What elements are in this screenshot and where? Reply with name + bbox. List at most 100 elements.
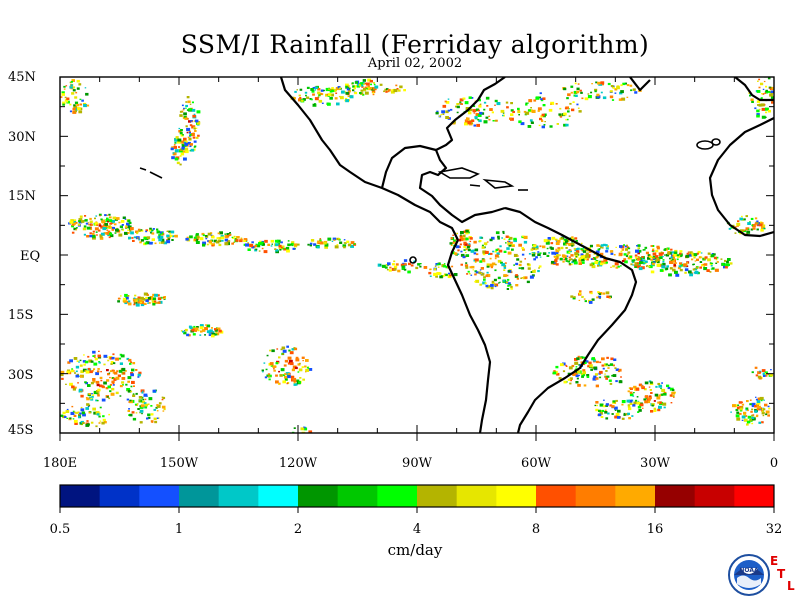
rain-pixel <box>134 299 138 302</box>
rain-pixel <box>78 83 82 86</box>
rain-pixel <box>662 259 665 261</box>
rain-pixel <box>460 231 464 234</box>
rain-pixel <box>652 257 655 259</box>
rain-pixel <box>620 84 623 87</box>
rain-pixel <box>107 359 110 362</box>
rain-pixel <box>531 252 534 254</box>
rain-pixel <box>650 245 653 247</box>
rain-pixel <box>548 252 551 254</box>
rain-pixel <box>507 284 510 287</box>
rain-pixel <box>100 371 102 373</box>
rain-pixel <box>570 379 572 382</box>
rain-pixel <box>451 265 454 268</box>
rain-pixel <box>647 398 651 401</box>
rain-pixel <box>69 359 73 363</box>
rain-pixel <box>754 410 758 413</box>
rain-pixel <box>207 232 212 236</box>
rain-pixel <box>106 379 110 382</box>
rain-pixel <box>98 224 102 227</box>
rain-pixel <box>515 274 518 277</box>
rain-pixel <box>745 415 748 417</box>
rain-pixel <box>293 427 296 429</box>
rain-pixel <box>439 275 443 279</box>
rain-pixel <box>101 385 104 388</box>
rain-pixel <box>118 357 122 360</box>
rain-pixel <box>429 268 432 271</box>
rain-pixel <box>78 375 80 377</box>
rain-pixel <box>186 96 190 99</box>
rain-pixel <box>612 86 615 89</box>
rain-pixel <box>576 103 579 106</box>
rain-pixel <box>78 220 81 223</box>
rain-pixel <box>676 254 680 257</box>
rain-pixel <box>668 273 672 277</box>
rain-pixel <box>754 217 758 220</box>
rain-pixel <box>557 247 560 250</box>
rain-pixel <box>339 241 343 244</box>
rain-pixel <box>477 118 480 121</box>
rain-pixel <box>579 357 583 360</box>
rain-pixel <box>367 87 371 91</box>
rain-pixel <box>132 239 135 242</box>
rain-pixel <box>66 101 69 103</box>
rain-pixel <box>670 256 673 259</box>
rain-pixel <box>750 217 754 220</box>
rain-pixel <box>571 241 574 243</box>
rain-pixel <box>329 88 333 92</box>
rain-pixel <box>574 90 578 94</box>
rain-pixel <box>435 111 439 115</box>
rain-pixel <box>522 235 525 238</box>
lat-label-eq: EQ <box>20 249 41 264</box>
rain-pixel <box>559 237 562 240</box>
rain-pixel <box>581 97 584 100</box>
rain-pixel <box>189 145 192 148</box>
rain-pixel <box>147 296 151 300</box>
rain-pixel <box>85 407 89 410</box>
rain-pixel <box>770 369 772 371</box>
rain-pixel <box>594 404 597 407</box>
rain-pixel <box>447 98 450 100</box>
rain-pixel <box>191 328 196 332</box>
rain-pixel <box>619 91 623 95</box>
rain-pixel <box>694 260 697 262</box>
rain-pixel <box>127 232 130 234</box>
rain-pixel <box>192 148 196 151</box>
rain-pixel <box>602 367 605 370</box>
rain-pixel <box>129 413 133 417</box>
rain-pixel <box>72 89 76 92</box>
rain-pixel <box>282 380 286 384</box>
rain-pixel <box>572 297 576 300</box>
rain-pixel <box>347 243 352 247</box>
rain-pixel <box>600 410 603 413</box>
rain-pixel <box>707 258 711 262</box>
rain-pixel <box>741 403 745 406</box>
rain-pixel <box>518 263 522 267</box>
rain-pixel <box>612 364 615 367</box>
rain-pixel <box>263 362 266 364</box>
rain-pixel <box>145 297 148 300</box>
rain-pixel <box>629 402 633 405</box>
rain-pixel <box>463 237 468 241</box>
rain-pixel <box>637 252 640 255</box>
rain-pixel <box>710 254 715 258</box>
rain-pixel <box>180 140 185 144</box>
rain-pixel <box>492 120 495 122</box>
rain-pixel <box>624 245 628 248</box>
rain-pixel <box>152 297 157 301</box>
rain-pixel <box>361 82 365 86</box>
rain-pixel <box>606 356 609 359</box>
rain-pixel <box>605 403 609 406</box>
rain-pixel <box>70 84 73 87</box>
rain-pixel <box>609 95 614 99</box>
rain-pixel <box>615 412 620 416</box>
rain-pixel <box>571 237 574 240</box>
rain-pixel <box>125 296 129 300</box>
rain-pixel <box>661 265 666 269</box>
rain-pixel <box>757 397 762 401</box>
rain-pixel <box>278 383 280 385</box>
rain-pixel <box>528 253 531 255</box>
rain-pixel <box>99 235 103 238</box>
rain-pixel <box>577 383 581 387</box>
rain-pixel <box>302 378 305 381</box>
rain-pixel <box>488 118 491 121</box>
